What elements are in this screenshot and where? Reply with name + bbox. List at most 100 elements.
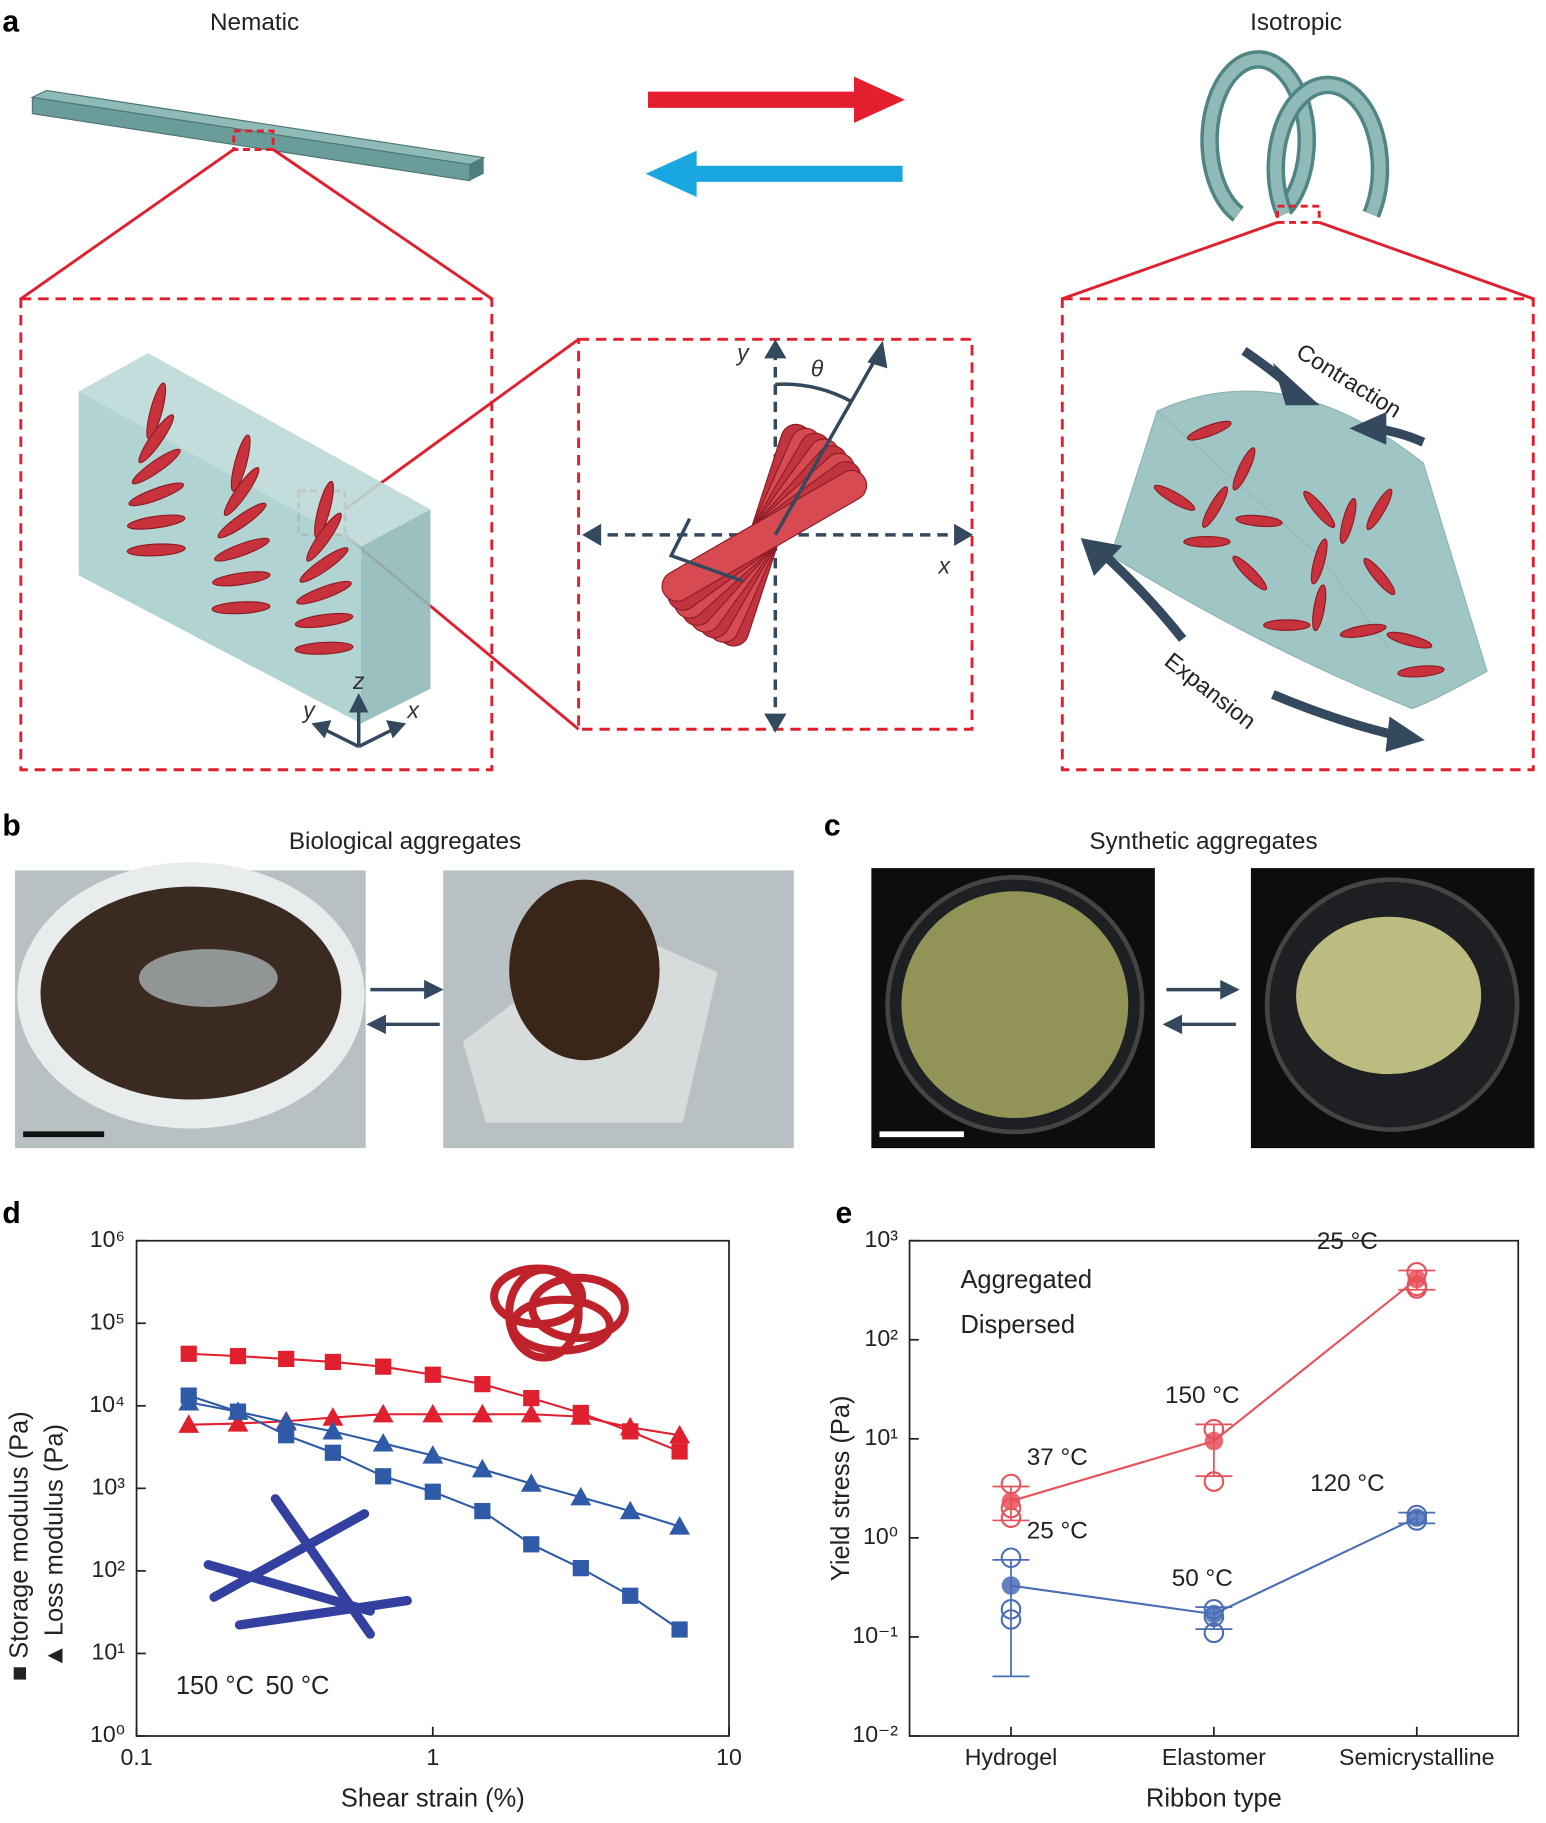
rod — [299, 547, 349, 583]
marker — [619, 1500, 641, 1520]
x-tick-label: Semicrystalline — [1339, 1744, 1495, 1770]
marker — [619, 1416, 641, 1436]
marker — [474, 1376, 491, 1393]
rod — [211, 601, 271, 615]
x-tick-label: Hydrogel — [965, 1744, 1058, 1770]
temperature-label: 37 °C — [1027, 1444, 1088, 1471]
director — [668, 340, 888, 583]
y-axis-label: Yield stress (Pa) — [827, 1396, 855, 1582]
temperature-label: 50 °C — [1172, 1565, 1233, 1592]
y-tick-label: 10¹ — [92, 1639, 126, 1665]
marker — [471, 1458, 493, 1478]
marker — [229, 1348, 247, 1365]
y-tick-label: 10⁻² — [852, 1721, 898, 1747]
coord-label: y — [301, 697, 316, 723]
equilibrium-arrows — [366, 979, 1240, 1035]
marker — [322, 1420, 344, 1440]
marker — [229, 1403, 247, 1420]
marker — [375, 1358, 392, 1375]
rod — [1202, 486, 1229, 528]
rod — [138, 414, 175, 464]
marker — [471, 1403, 493, 1423]
y-tick-label: 10⁶ — [90, 1226, 125, 1252]
marker — [322, 1407, 344, 1426]
marker — [622, 1587, 639, 1604]
legend-entry: Aggregated — [960, 1266, 1092, 1294]
rod — [214, 537, 270, 562]
x-tick-label: 0.1 — [120, 1744, 152, 1770]
mean-marker — [1407, 1508, 1427, 1527]
nematic-beam — [30, 89, 486, 182]
y-tick-label: 10² — [865, 1325, 899, 1351]
marker — [275, 1411, 297, 1431]
rod — [294, 612, 354, 629]
y-tick-label: 10⁵ — [90, 1308, 125, 1334]
marker — [278, 1427, 295, 1444]
marker — [178, 1414, 200, 1433]
rod — [1232, 447, 1256, 491]
series-line — [188, 1394, 681, 1631]
marker — [324, 1353, 341, 1371]
ribbon-illustration — [203, 1494, 412, 1639]
marker — [671, 1443, 688, 1460]
rods — [1153, 420, 1445, 678]
marker — [671, 1621, 688, 1638]
mean-marker — [1001, 1491, 1021, 1511]
panel-label: d — [2, 1197, 20, 1230]
marker — [520, 1473, 542, 1492]
rod — [1235, 514, 1283, 528]
rods — [126, 382, 354, 655]
y-tick-label: 10⁴ — [89, 1391, 125, 1417]
panel-label: a — [2, 5, 19, 38]
photo-synthetic — [871, 868, 1535, 1149]
coordinate-axes — [311, 692, 407, 749]
mean-marker — [1407, 1269, 1427, 1289]
rod — [1339, 623, 1387, 638]
x-tick-label: 1 — [426, 1744, 439, 1770]
marker — [669, 1424, 691, 1444]
mean-marker — [1001, 1576, 1021, 1595]
data-point — [1000, 1599, 1022, 1620]
marker — [180, 1387, 197, 1404]
rod — [1312, 584, 1327, 632]
marker — [372, 1433, 394, 1452]
panel-label: e — [835, 1197, 852, 1230]
marker — [424, 1483, 441, 1500]
marker — [424, 1366, 441, 1383]
rod — [131, 448, 181, 485]
rod — [1366, 488, 1393, 531]
rod — [1232, 555, 1268, 591]
rod — [1183, 535, 1231, 548]
y-tick-label: 10³ — [92, 1473, 126, 1499]
data-point — [1203, 1622, 1225, 1644]
nematic-title: Nematic — [210, 9, 299, 36]
marker — [372, 1403, 394, 1423]
rod — [1363, 557, 1396, 596]
marker — [523, 1536, 540, 1553]
marker — [227, 1413, 249, 1432]
rod — [217, 502, 267, 539]
rod — [1303, 490, 1336, 528]
zoom-boxes — [19, 129, 1535, 772]
rod — [1397, 665, 1445, 678]
charts: 10⁰ 10¹ 10² 10³ 10⁴ 10⁵ 10⁶ 0.1 1 10 Shear strain … — [6, 1226, 1520, 1812]
rod — [212, 571, 271, 587]
director-axes — [582, 339, 974, 733]
rod — [661, 469, 868, 602]
rod — [1153, 484, 1196, 511]
marker — [474, 1503, 491, 1520]
transition-arrows — [645, 76, 905, 197]
data-point — [1000, 1547, 1022, 1569]
rod — [126, 514, 186, 530]
panel-title: Biological aggregates — [289, 828, 521, 855]
coord-label: x — [406, 697, 420, 723]
data-point — [1000, 1609, 1022, 1630]
temperature-label: 150 °C — [1165, 1382, 1240, 1409]
isotropic-block — [1110, 390, 1488, 710]
y-tick-label: 10² — [92, 1556, 126, 1582]
mean-marker — [1204, 1431, 1224, 1451]
y-axis-label: ▲ Loss modulus (Pa) — [40, 1424, 68, 1668]
marker — [669, 1516, 691, 1535]
panel-label: b — [2, 810, 20, 843]
y-tick-label: 10¹ — [865, 1424, 899, 1450]
